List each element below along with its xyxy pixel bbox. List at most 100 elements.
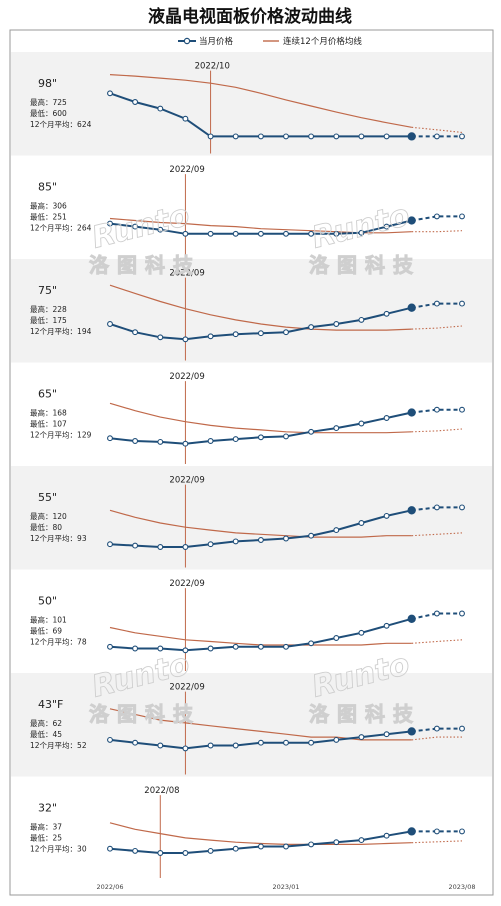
avg-line-forecast — [411, 230, 463, 233]
chart-frame — [9, 29, 494, 896]
event-marker-label: 2022/09 — [169, 683, 204, 693]
price-point — [308, 640, 315, 647]
price-point — [433, 133, 440, 140]
price-point — [232, 331, 239, 338]
price-point-current — [407, 216, 416, 225]
price-point — [257, 230, 264, 237]
price-point — [383, 622, 390, 629]
watermark-logo-cn: 洛图科技 — [89, 253, 201, 277]
price-point — [107, 845, 113, 852]
panel-size-label: 65" — [38, 388, 57, 401]
price-point — [333, 425, 340, 432]
price-point — [433, 828, 440, 835]
price-point — [182, 336, 189, 343]
event-marker-label: 2022/09 — [169, 372, 204, 382]
price-point — [283, 433, 289, 440]
price-point — [107, 435, 113, 442]
event-marker-label: 2022/10 — [195, 62, 230, 72]
price-point — [308, 133, 315, 140]
price-point — [433, 300, 440, 307]
price-point — [157, 438, 164, 445]
price-point — [207, 847, 214, 854]
panel-stat-avg: 12个月平均：78 — [30, 637, 87, 647]
avg-line — [109, 402, 412, 434]
watermark-logo-cn: 洛图科技 — [89, 702, 201, 726]
price-point — [257, 739, 264, 746]
price-point — [157, 544, 164, 550]
price-point — [232, 230, 239, 237]
price-point — [308, 324, 315, 331]
price-line-forecast — [411, 727, 462, 733]
avg-line-forecast — [411, 532, 463, 537]
price-line-forecast — [411, 408, 462, 414]
price-point — [283, 843, 289, 850]
price-point — [383, 310, 390, 317]
event-marker-label: 2022/09 — [169, 476, 204, 486]
price-line-forecast — [411, 215, 462, 222]
price-point — [308, 841, 315, 848]
price-point — [383, 223, 390, 230]
panel-stat-avg: 12个月平均：93 — [30, 533, 87, 543]
price-point-current — [407, 614, 416, 623]
price-point — [207, 333, 214, 340]
price-point — [459, 133, 465, 140]
price-point — [308, 428, 315, 435]
price-point — [107, 220, 113, 227]
x-axis-label: 2023/08 — [448, 883, 475, 891]
panel-stat-avg: 12个月平均：30 — [30, 844, 87, 854]
price-point — [358, 420, 365, 427]
price-point — [459, 725, 465, 732]
avg-line-forecast — [411, 428, 463, 433]
price-point-current — [407, 506, 416, 515]
x-axis-label: 2023/01 — [272, 883, 299, 891]
panel-stat-high: 最高：101 — [30, 615, 67, 625]
price-point — [383, 731, 390, 738]
panel-stat-avg: 12个月平均：624 — [30, 119, 92, 129]
price-point — [232, 133, 239, 140]
price-point-current — [407, 827, 416, 836]
price-point — [157, 105, 164, 112]
price-point — [107, 736, 113, 743]
price-point — [182, 230, 189, 237]
price-point — [308, 532, 315, 539]
price-point — [383, 832, 390, 839]
avg-line-forecast — [411, 325, 463, 330]
panel-stat-low: 最低：251 — [30, 212, 67, 222]
price-point — [433, 504, 440, 511]
price-point — [257, 133, 264, 140]
price-point — [182, 850, 189, 856]
price-point — [358, 734, 365, 741]
price-point — [107, 321, 113, 327]
price-line-forecast — [411, 506, 462, 512]
price-point — [358, 229, 365, 236]
panel-band — [11, 673, 492, 777]
price-point — [283, 739, 289, 746]
price-point — [207, 742, 214, 749]
price-point-current — [407, 408, 416, 417]
x-axis-label: 2022/06 — [96, 883, 123, 891]
price-point — [157, 742, 164, 749]
price-point — [433, 725, 440, 732]
avg-line — [109, 284, 412, 331]
panel-stat-low: 最低：45 — [30, 729, 62, 739]
avg-line-forecast — [411, 736, 462, 741]
price-point — [383, 512, 390, 519]
price-point — [459, 300, 465, 307]
price-point — [283, 230, 289, 237]
panel-size-label: 32" — [38, 802, 57, 815]
price-point — [207, 133, 214, 140]
price-point — [132, 847, 139, 854]
watermark-logo-cn: 洛图科技 — [309, 253, 421, 277]
panel-size-label: 98" — [38, 77, 57, 90]
price-point — [358, 133, 365, 140]
watermark-logo-cn: 洛图科技 — [309, 702, 421, 726]
panel-band — [11, 466, 492, 570]
price-point — [308, 230, 315, 237]
price-point — [132, 739, 139, 746]
price-point — [257, 434, 264, 441]
legend: 当月价格 连续12个月价格均线 — [178, 36, 362, 47]
